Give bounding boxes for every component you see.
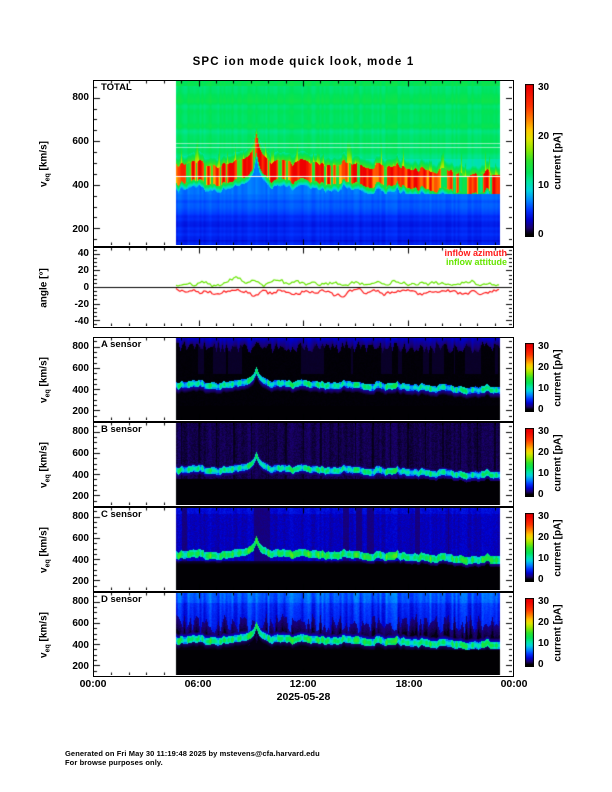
panel-total-spectrogram: TOTAL	[93, 80, 514, 247]
panel-sensor-d-spectrogram: D sensor	[93, 592, 514, 677]
footer-generated-line: Generated on Fri May 30 11:19:48 2025 by…	[65, 749, 320, 758]
colorbar-tick-label: 0	[538, 488, 544, 500]
y-tick-label: 600	[72, 617, 89, 629]
footer-browse-line: For browse purposes only.	[65, 757, 163, 767]
y-tick-label: 200	[72, 661, 89, 673]
colorbar-sensor_b	[525, 428, 534, 497]
y-tick-label: 20	[77, 264, 89, 276]
colorbar-tick-label: 0	[538, 228, 544, 240]
colorbar-tick-label: 10	[538, 552, 550, 564]
colorbar-tick-label: 30	[538, 425, 550, 437]
y-tick-label: 800	[72, 510, 89, 522]
y-tick-label: 200	[72, 406, 89, 418]
y-tick-label: 600	[72, 362, 89, 374]
colorbar-tick-label: 10	[538, 637, 550, 649]
colorbar-tick-label: 30	[538, 510, 550, 522]
colorbar-tick-label: 20	[538, 446, 550, 458]
panel-inflow-angle: inflow azimuth inflow attitude	[93, 247, 514, 328]
y-axis-title: angle [°]	[38, 267, 50, 308]
panel-label-sensor-c: C sensor	[101, 509, 142, 520]
colorbar-total	[525, 84, 534, 237]
y-tick-label: 400	[72, 384, 89, 396]
sensor-d-spectrogram-canvas	[94, 593, 512, 675]
y-tick-label: 200	[72, 491, 89, 503]
panel-sensor-c-spectrogram: C sensor	[93, 507, 514, 592]
panel-label-sensor-b: B sensor	[101, 424, 142, 435]
y-tick-label: 200	[72, 576, 89, 588]
colorbar-sensor_d	[525, 598, 534, 667]
y-tick-label: 200	[72, 224, 89, 236]
colorbar-sensor_c	[525, 513, 534, 582]
angle-lineplot-canvas	[94, 248, 512, 326]
panel-label-sensor-a: A sensor	[101, 339, 142, 350]
x-tick-label-1: 06:00	[184, 678, 212, 690]
y-tick-label: -20	[74, 299, 89, 311]
y-axis-title: veq [km/s]	[38, 611, 52, 658]
y-tick-label: 400	[72, 469, 89, 481]
y-tick-label: 40	[77, 247, 89, 259]
y-tick-label: 600	[72, 532, 89, 544]
colorbar-title: current [pA]	[552, 433, 564, 492]
colorbar-tick-label: 30	[538, 595, 550, 607]
colorbar-title: current [pA]	[552, 603, 564, 662]
x-tick-label-4: 00:00	[500, 678, 528, 690]
y-axis-title: veq [km/s]	[38, 526, 52, 573]
colorbar-sensor_a	[525, 343, 534, 412]
colorbar-tick-label: 10	[538, 382, 550, 394]
x-tick-label-3: 18:00	[395, 678, 423, 690]
y-tick-label: 600	[72, 447, 89, 459]
colorbar-title: current [pA]	[552, 348, 564, 407]
colorbar-tick-label: 30	[538, 81, 550, 93]
page-title: SPC ion mode quick look, mode 1	[192, 56, 415, 68]
y-tick-label: 800	[72, 340, 89, 352]
colorbar-title: current [pA]	[552, 131, 564, 190]
legend-inflow-azimuth: inflow azimuth	[444, 248, 508, 258]
y-tick-label: 400	[72, 554, 89, 566]
colorbar-tick-label: 0	[538, 403, 544, 415]
colorbar-tick-label: 0	[538, 573, 544, 585]
sensor-b-spectrogram-canvas	[94, 423, 512, 505]
x-tick-label-0: 00:00	[79, 678, 107, 690]
colorbar-tick-label: 10	[538, 467, 550, 479]
panel-label-total: TOTAL	[101, 82, 132, 93]
colorbar-tick-label: 0	[538, 658, 544, 670]
footer: Generated on Fri May 30 11:19:48 2025 by…	[65, 749, 320, 767]
y-tick-label: 0	[83, 282, 89, 293]
y-axis-title: veq [km/s]	[38, 356, 52, 403]
colorbar-tick-label: 20	[538, 130, 550, 142]
colorbar-tick-label: 20	[538, 361, 550, 373]
y-tick-label: 800	[72, 425, 89, 437]
y-tick-label: 600	[72, 135, 89, 147]
panel-sensor-b-spectrogram: B sensor	[93, 422, 514, 507]
panel-label-sensor-d: D sensor	[101, 594, 142, 605]
sensor-c-spectrogram-canvas	[94, 508, 512, 590]
x-axis-date-label: 2025-05-28	[276, 691, 331, 703]
sensor-a-spectrogram-canvas	[94, 338, 512, 420]
y-tick-label: 800	[72, 595, 89, 607]
colorbar-tick-label: 10	[538, 179, 550, 191]
colorbar-title: current [pA]	[552, 518, 564, 577]
colorbar-tick-label: 20	[538, 531, 550, 543]
colorbar-tick-label: 30	[538, 340, 550, 352]
total-spectrogram-canvas	[94, 81, 512, 245]
y-tick-label: 400	[72, 639, 89, 651]
y-tick-label: -40	[74, 316, 89, 328]
y-tick-label: 400	[72, 180, 89, 192]
y-axis-title: veq [km/s]	[38, 441, 52, 488]
colorbar-tick-label: 20	[538, 616, 550, 628]
y-tick-label: 800	[72, 91, 89, 103]
legend-inflow-attitude: inflow attitude	[446, 257, 507, 267]
panel-sensor-a-spectrogram: A sensor	[93, 337, 514, 422]
x-tick-label-2: 12:00	[289, 678, 317, 690]
y-axis-title: veq [km/s]	[38, 140, 52, 187]
